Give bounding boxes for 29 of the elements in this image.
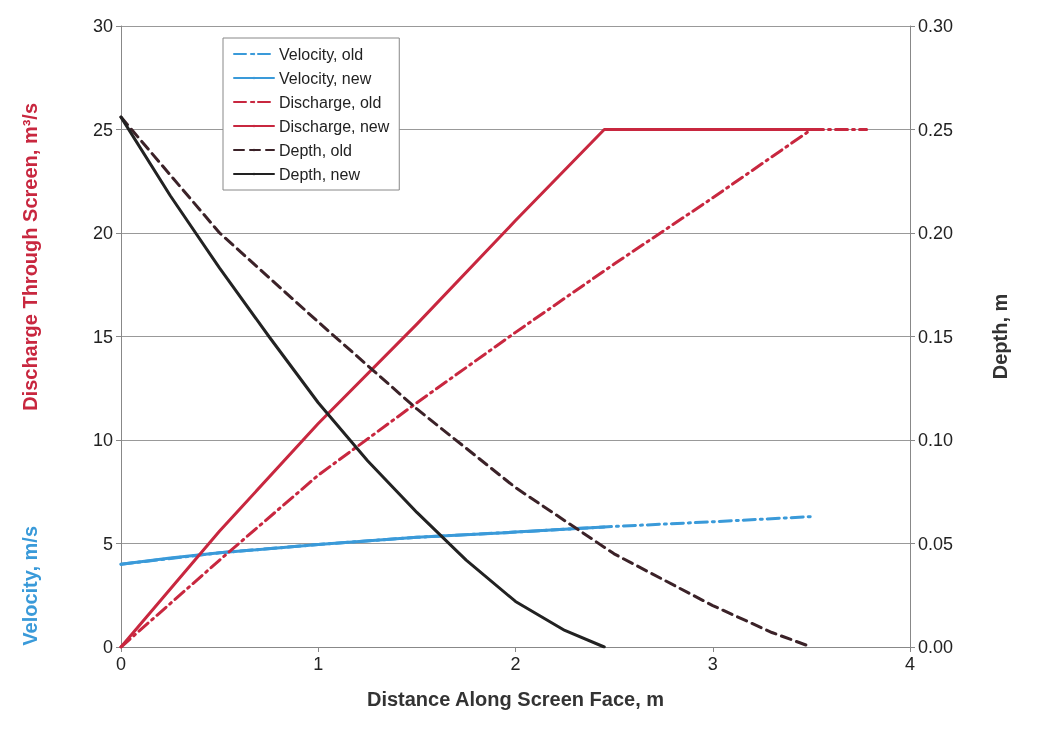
y2-tick-label: 0.25	[918, 119, 954, 140]
y-axis-title: Discharge Through Screen, m³/s	[19, 102, 41, 411]
x-tick-label: 2	[510, 654, 521, 674]
y2-tick-label: 0.20	[918, 223, 954, 243]
y2-axis-title: Depth, m	[989, 293, 1011, 380]
legend-label: Velocity, old	[279, 45, 364, 63]
y2-tick-label: 0.30	[918, 16, 954, 36]
x-axis-title: Distance Along Screen Face, m	[366, 688, 665, 710]
y-tick-label: 10	[92, 430, 113, 450]
y-tick-label: 15	[92, 326, 113, 347]
legend-label: Depth, old	[279, 141, 352, 159]
legend-label: Velocity, new	[279, 69, 372, 87]
y2-tick-label: 0.10	[918, 430, 954, 450]
y2-tick-label: 0.05	[918, 533, 954, 554]
legend-label: Discharge, old	[279, 93, 382, 111]
y-tick-label: 5	[102, 533, 113, 554]
y2-tick-label: 0.00	[918, 637, 954, 657]
text: Velocity, m/s	[19, 526, 41, 646]
x-tick-label: 4	[904, 654, 916, 674]
y2-tick-label: 0.15	[918, 326, 954, 347]
legend-label: Depth, new	[279, 165, 361, 183]
x-tick-label: 1	[313, 654, 324, 674]
legend-label: Discharge, new	[279, 117, 390, 135]
x-tick-label: 0	[115, 654, 127, 674]
y-tick-label: 30	[92, 16, 113, 36]
y-tick-label: 0	[102, 637, 113, 657]
x-tick-label: 3	[707, 654, 718, 674]
y-tick-label: 25	[92, 119, 113, 140]
y-tick-label: 20	[92, 223, 113, 243]
